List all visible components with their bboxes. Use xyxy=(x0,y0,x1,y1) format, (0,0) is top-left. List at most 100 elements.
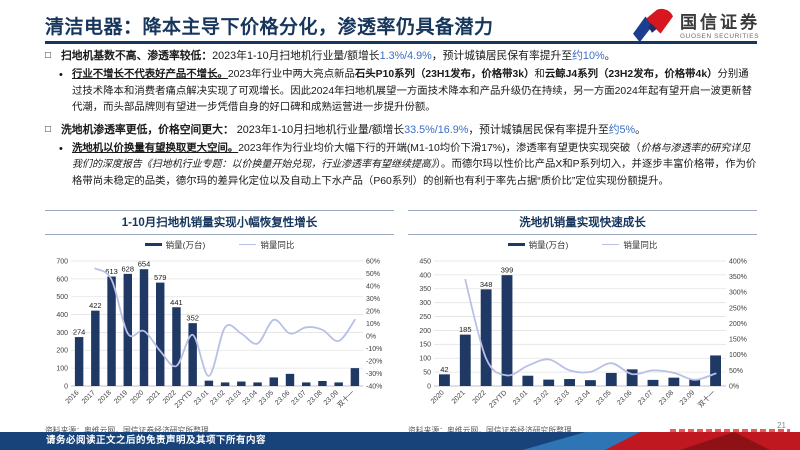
sweeper-sales-chart: 0 100 200 300 400 500 600 700 -40% -30% -20% -10% 0%… xyxy=(45,252,394,424)
svg-text:441: 441 xyxy=(170,298,183,307)
svg-text:23.08: 23.08 xyxy=(307,389,324,406)
page-number: 21 xyxy=(777,421,786,430)
svg-text:50%: 50% xyxy=(366,271,380,278)
svg-text:185: 185 xyxy=(459,325,472,334)
guosen-logo-icon xyxy=(632,8,674,46)
svg-text:274: 274 xyxy=(73,328,86,337)
svg-text:2022: 2022 xyxy=(472,389,488,405)
chart-title: 洗地机销量实现快速成长 xyxy=(408,210,757,235)
line-swatch-icon xyxy=(602,243,620,246)
svg-text:23.05: 23.05 xyxy=(595,389,612,406)
sub-bullet-text: 洗地机以价换量有望换取更大空间。2023年作为行业均价大幅下行的开端(M1-10… xyxy=(72,142,757,187)
svg-text:23.04: 23.04 xyxy=(574,389,591,406)
dot-bullet-icon: • xyxy=(59,142,63,155)
svg-text:400: 400 xyxy=(56,312,68,319)
svg-text:双十一: 双十一 xyxy=(696,388,717,409)
title-divider xyxy=(45,41,757,44)
svg-text:500: 500 xyxy=(56,294,68,301)
svg-text:50%: 50% xyxy=(729,368,743,375)
svg-text:450: 450 xyxy=(419,258,431,265)
svg-text:352: 352 xyxy=(186,314,199,323)
svg-text:350: 350 xyxy=(419,286,431,293)
svg-text:399: 399 xyxy=(501,266,514,275)
svg-text:400%: 400% xyxy=(729,258,747,265)
disclaimer-text: 请务必阅读正文之后的免责声明及其项下所有内容 xyxy=(46,435,267,446)
svg-text:23.07: 23.07 xyxy=(637,389,654,406)
svg-text:23.06: 23.06 xyxy=(616,389,633,406)
svg-text:2019: 2019 xyxy=(113,389,129,405)
svg-text:2020: 2020 xyxy=(129,389,145,405)
sub-bullet-text: 行业不增长不代表好产品不增长。2023年行业中两大亮点新品石头P10系列（23H… xyxy=(72,69,753,113)
svg-text:23YTD: 23YTD xyxy=(488,389,508,409)
svg-text:60%: 60% xyxy=(366,258,380,265)
svg-text:23.06: 23.06 xyxy=(274,389,291,406)
svg-text:200%: 200% xyxy=(729,321,747,328)
svg-text:23.01: 23.01 xyxy=(193,389,210,406)
chart-panel-washer: 洗地机销量实现快速成长 销量(万台) 销量同比 0 50 100 150 200 250 3… xyxy=(408,210,757,436)
bullet-item-washer: □ 洗地机渗透率更低，价格空间更大： 2023年1-10月扫地机行业量/额增长3… xyxy=(45,122,759,138)
svg-text:700: 700 xyxy=(56,258,68,265)
legend-label: 销量(万台) xyxy=(528,239,569,250)
svg-text:-10%: -10% xyxy=(366,346,382,353)
legend-item-yoy: 销量同比 xyxy=(602,239,657,251)
svg-text:100%: 100% xyxy=(729,352,747,359)
svg-text:2016: 2016 xyxy=(65,389,81,405)
svg-text:23.01: 23.01 xyxy=(512,389,529,406)
svg-text:2021: 2021 xyxy=(451,389,467,405)
svg-text:双十一: 双十一 xyxy=(335,388,356,409)
chart-source: 资料来源：奥维云网，国信证券经济研究所整理 xyxy=(45,426,209,435)
svg-text:-20%: -20% xyxy=(366,358,382,365)
legend-item-yoy: 销量同比 xyxy=(239,239,294,251)
red-watermark-artifact xyxy=(670,429,790,432)
svg-text:23.04: 23.04 xyxy=(242,389,259,406)
svg-text:0%: 0% xyxy=(366,333,376,340)
svg-text:23.02: 23.02 xyxy=(533,389,550,406)
guosen-logo: 国信证券 GUOSEN SECURITIES xyxy=(632,8,760,46)
bullet-text: 扫地机基数不高、渗透率较低：2023年1-10月扫地机行业量/额增长1.3%/4… xyxy=(61,50,616,62)
logo-name-en: GUOSEN SECURITIES xyxy=(680,32,760,40)
washer-sales-chart: 0 50 100 150 200 250 300 350 400 450 0% 50% 100% 150%… xyxy=(408,252,757,424)
chart-legend: 销量(万台) 销量同比 xyxy=(45,237,394,252)
legend-item-volume: 销量(万台) xyxy=(507,239,569,251)
svg-text:422: 422 xyxy=(89,301,102,310)
svg-text:613: 613 xyxy=(105,267,118,276)
svg-text:2020: 2020 xyxy=(430,389,446,405)
page-title: 清洁电器：降本主导下价格分化，渗透率仍具备潜力 xyxy=(45,17,494,38)
svg-text:50: 50 xyxy=(423,370,431,377)
chart-panel-sweeper: 1-10月扫地机销量实现小幅恢复性增长 销量(万台) 销量同比 0 100 200 3… xyxy=(45,210,394,436)
chart-title: 1-10月扫地机销量实现小幅恢复性增长 xyxy=(45,210,394,235)
svg-text:300%: 300% xyxy=(729,290,747,297)
svg-text:100: 100 xyxy=(419,356,431,363)
footer-bar: 请务必阅读正文之后的免责声明及其项下所有内容 xyxy=(0,432,800,450)
svg-text:200: 200 xyxy=(419,328,431,335)
svg-text:300: 300 xyxy=(419,300,431,307)
square-bullet-icon: □ xyxy=(45,50,52,61)
svg-text:250%: 250% xyxy=(729,305,747,312)
bullet-item-sweeper: □ 扫地机基数不高、渗透率较低：2023年1-10月扫地机行业量/额增长1.3%… xyxy=(45,48,759,64)
legend-label: 销量同比 xyxy=(260,239,295,250)
svg-text:654: 654 xyxy=(138,260,151,269)
svg-text:348: 348 xyxy=(480,280,493,289)
svg-text:600: 600 xyxy=(56,276,68,283)
legend-item-volume: 销量(万台) xyxy=(144,239,206,251)
svg-text:10%: 10% xyxy=(366,321,380,328)
bullet-list: □ 扫地机基数不高、渗透率较低：2023年1-10月扫地机行业量/额增长1.3%… xyxy=(45,48,759,195)
svg-text:23.03: 23.03 xyxy=(554,389,571,406)
svg-text:0: 0 xyxy=(64,383,68,390)
bullet-text: 洗地机渗透率更低，价格空间更大： 2023年1-10月扫地机行业量/额增长33.… xyxy=(61,123,646,136)
legend-label: 销量同比 xyxy=(623,239,658,250)
svg-text:2018: 2018 xyxy=(97,389,113,405)
svg-text:23.09: 23.09 xyxy=(679,389,696,406)
svg-text:-30%: -30% xyxy=(366,371,382,378)
legend-label: 销量(万台) xyxy=(165,239,206,250)
svg-text:400: 400 xyxy=(419,272,431,279)
dot-bullet-icon: • xyxy=(59,69,63,81)
svg-text:0%: 0% xyxy=(729,383,739,390)
sub-bullet-sweeper-products: • 行业不增长不代表好产品不增长。2023年行业中两大亮点新品石头P10系列（2… xyxy=(59,67,759,117)
logo-name-cn: 国信证券 xyxy=(680,12,760,32)
charts-row: 1-10月扫地机销量实现小幅恢复性增长 销量(万台) 销量同比 0 100 200 3… xyxy=(45,210,757,436)
svg-text:42: 42 xyxy=(440,365,448,374)
bar-swatch-icon xyxy=(144,242,162,247)
svg-text:23.03: 23.03 xyxy=(225,389,242,406)
